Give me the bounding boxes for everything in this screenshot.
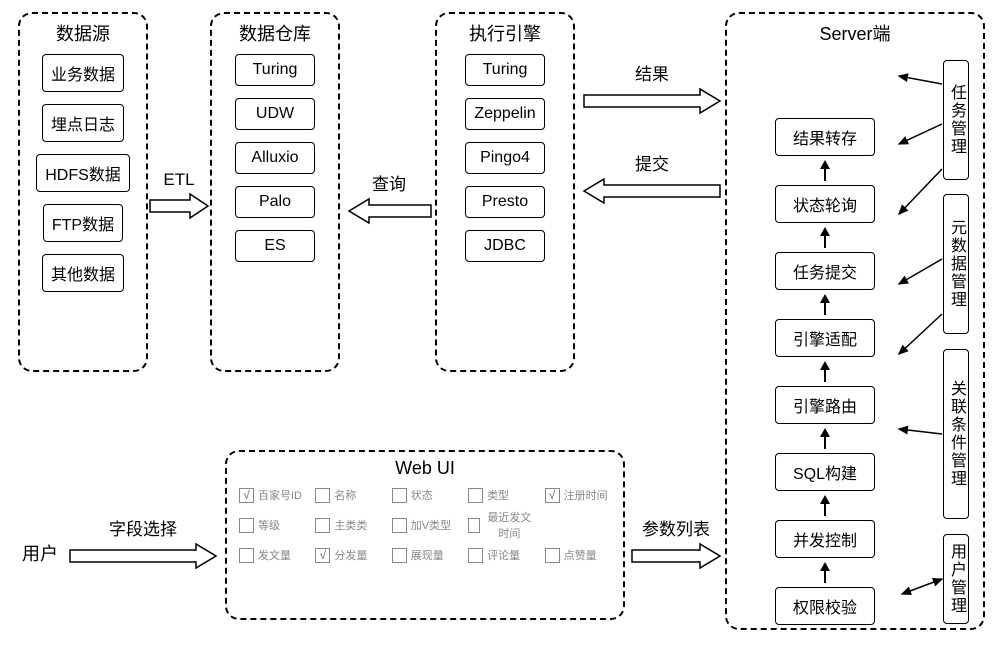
checkbox-icon bbox=[392, 518, 407, 533]
webui-checkbox[interactable]: 状态 bbox=[392, 487, 458, 503]
checkbox-icon bbox=[315, 488, 330, 503]
user-arrow: 字段选择 bbox=[68, 515, 218, 570]
sv-item: 权限校验 bbox=[775, 587, 875, 625]
checkbox-icon bbox=[468, 488, 483, 503]
ds-item: 业务数据 bbox=[42, 54, 124, 92]
checkbox-label: 加V类型 bbox=[411, 517, 451, 533]
etl-label: ETL bbox=[163, 170, 194, 190]
checkbox-label: 等级 bbox=[258, 517, 280, 533]
ds-item: 埋点日志 bbox=[42, 104, 124, 142]
result-arrow: 结果 bbox=[582, 60, 722, 115]
data-warehouse-box: 数据仓库 Turing UDW Alluxio Palo ES bbox=[210, 12, 340, 372]
param-list-label: 参数列表 bbox=[642, 515, 710, 540]
webui-checkbox[interactable]: √ 注册时间 bbox=[545, 487, 611, 503]
sv-item: 并发控制 bbox=[775, 520, 875, 558]
dw-item: Alluxio bbox=[235, 142, 315, 174]
ds-item: 其他数据 bbox=[42, 254, 124, 292]
data-source-box: 数据源 业务数据 埋点日志 HDFS数据 FTP数据 其他数据 bbox=[18, 12, 148, 372]
webui-title: Web UI bbox=[227, 458, 623, 479]
sv-item: 引擎适配 bbox=[775, 319, 875, 357]
sv-item: 状态轮询 bbox=[775, 185, 875, 223]
etl-arrow: ETL bbox=[148, 170, 210, 220]
checkbox-label: 发文量 bbox=[258, 547, 291, 563]
query-arrow: 查询 bbox=[345, 170, 433, 225]
ds-item: HDFS数据 bbox=[36, 154, 130, 192]
webui-checkbox[interactable]: 名称 bbox=[315, 487, 381, 503]
checkbox-icon bbox=[239, 548, 254, 563]
checkbox-label: 最近发文时间 bbox=[484, 509, 534, 541]
field-select-label: 字段选择 bbox=[109, 515, 177, 540]
webui-checkbox[interactable]: 展现量 bbox=[392, 547, 458, 563]
checkbox-label: 展现量 bbox=[411, 547, 444, 563]
server-flow-col: 权限校验 并发控制 SQL构建 引擎路由 引擎适配 任务提交 状态轮询 结果转存 bbox=[775, 54, 875, 629]
checkbox-icon bbox=[468, 518, 480, 533]
side-user-mgmt: 用户管理 bbox=[943, 534, 969, 624]
checkbox-label: 状态 bbox=[411, 487, 433, 503]
checkbox-label: 评论量 bbox=[487, 547, 520, 563]
webui-box: Web UI √ 百家号ID 名称 状态 类型 √ 注册时间等级 主类类 加V类型 最近发文时间发… bbox=[225, 450, 625, 620]
exec-engine-title: 执行引擎 bbox=[437, 20, 573, 46]
checkbox-icon: √ bbox=[239, 488, 254, 503]
query-label: 查询 bbox=[372, 170, 406, 195]
sv-item: 结果转存 bbox=[775, 118, 875, 156]
ds-item: FTP数据 bbox=[43, 204, 123, 242]
data-source-title: 数据源 bbox=[20, 20, 146, 46]
side-join-mgmt: 关联条件管理 bbox=[943, 349, 969, 519]
webui-checkbox[interactable]: 最近发文时间 bbox=[468, 509, 534, 541]
sv-item: 引擎路由 bbox=[775, 386, 875, 424]
checkbox-label: 注册时间 bbox=[564, 487, 608, 503]
checkbox-icon bbox=[468, 548, 483, 563]
webui-checkbox[interactable]: 等级 bbox=[239, 509, 305, 541]
checkbox-icon bbox=[315, 518, 330, 533]
exec-engine-box: 执行引擎 Turing Zeppelin Pingo4 Presto JDBC bbox=[435, 12, 575, 372]
ee-item: Zeppelin bbox=[465, 98, 545, 130]
dw-item: ES bbox=[235, 230, 315, 262]
checkbox-icon bbox=[545, 548, 560, 563]
ee-item: Turing bbox=[465, 54, 545, 86]
webui-checkbox[interactable]: 发文量 bbox=[239, 547, 305, 563]
data-warehouse-title: 数据仓库 bbox=[212, 20, 338, 46]
dw-item: UDW bbox=[235, 98, 315, 130]
webui-checkbox[interactable]: 加V类型 bbox=[392, 509, 458, 541]
sv-item: SQL构建 bbox=[775, 453, 875, 491]
ee-item: JDBC bbox=[465, 230, 545, 262]
webui-checkbox[interactable]: 评论量 bbox=[468, 547, 534, 563]
checkbox-label: 主类类 bbox=[334, 517, 367, 533]
param-list-arrow: 参数列表 bbox=[630, 515, 722, 570]
result-label: 结果 bbox=[635, 60, 669, 85]
dw-item: Palo bbox=[235, 186, 315, 218]
checkbox-icon bbox=[392, 548, 407, 563]
webui-checkbox[interactable]: √ 分发量 bbox=[315, 547, 381, 563]
checkbox-icon: √ bbox=[545, 488, 560, 503]
webui-checkbox[interactable]: 点赞量 bbox=[545, 547, 611, 563]
user-label: 用户 bbox=[22, 540, 58, 566]
webui-grid: √ 百家号ID 名称 状态 类型 √ 注册时间等级 主类类 加V类型 最近发文时间发文量 √ 分发量 展… bbox=[227, 487, 623, 573]
checkbox-label: 点赞量 bbox=[564, 547, 597, 563]
side-meta-mgmt: 元数据管理 bbox=[943, 194, 969, 334]
submit-label: 提交 bbox=[635, 150, 669, 175]
dw-item: Turing bbox=[235, 54, 315, 86]
checkbox-icon bbox=[239, 518, 254, 533]
side-task-mgmt: 任务管理 bbox=[943, 60, 969, 180]
checkbox-icon bbox=[392, 488, 407, 503]
server-title: Server端 bbox=[727, 20, 983, 46]
checkbox-label: 名称 bbox=[334, 487, 356, 503]
submit-arrow: 提交 bbox=[582, 150, 722, 205]
checkbox-label: 分发量 bbox=[334, 547, 367, 563]
webui-checkbox[interactable]: 类型 bbox=[468, 487, 534, 503]
sv-item: 任务提交 bbox=[775, 252, 875, 290]
checkbox-label: 百家号ID bbox=[258, 487, 302, 503]
webui-checkbox[interactable]: √ 百家号ID bbox=[239, 487, 305, 503]
server-box: Server端 权限校验 并发控制 SQL构建 引擎路由 引擎适配 任务提交 状… bbox=[725, 12, 985, 630]
ee-item: Pingo4 bbox=[465, 142, 545, 174]
ee-item: Presto bbox=[465, 186, 545, 218]
checkbox-label: 类型 bbox=[487, 487, 509, 503]
webui-checkbox[interactable]: 主类类 bbox=[315, 509, 381, 541]
checkbox-icon: √ bbox=[315, 548, 330, 563]
